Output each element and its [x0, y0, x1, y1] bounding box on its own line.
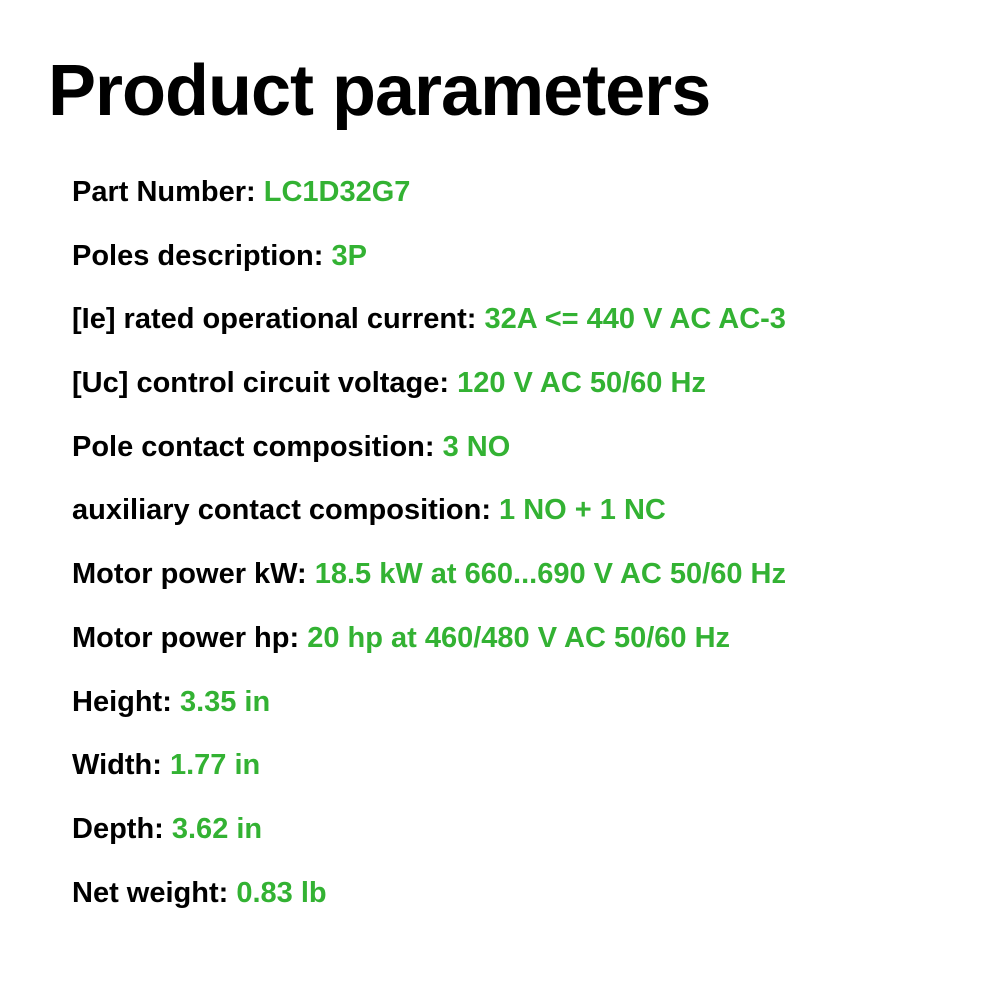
- param-row: Width: 1.77 in: [72, 747, 952, 785]
- param-label: Part Number:: [72, 176, 264, 208]
- param-label: [Ie] rated operational current:: [72, 303, 485, 335]
- param-value: 18.5 kW at 660...690 V AC 50/60 Hz: [315, 558, 786, 590]
- param-row: [Ie] rated operational current: 32A <= 4…: [72, 301, 952, 339]
- param-label: Motor power kW:: [72, 558, 315, 590]
- param-value: 1 NO + 1 NC: [499, 494, 666, 526]
- param-value: 1.77 in: [170, 749, 260, 781]
- param-row: Depth: 3.62 in: [72, 811, 952, 849]
- param-value: 3P: [331, 240, 366, 272]
- param-value: 3.35 in: [180, 686, 270, 718]
- param-label: Width:: [72, 749, 170, 781]
- param-label: auxiliary contact composition:: [72, 494, 499, 526]
- param-row: Part Number: LC1D32G7: [72, 174, 952, 212]
- param-row: Motor power hp: 20 hp at 460/480 V AC 50…: [72, 620, 952, 658]
- param-label: [Uc] control circuit voltage:: [72, 367, 457, 399]
- param-label: Net weight:: [72, 877, 236, 909]
- param-value: 32A <= 440 V AC AC-3: [485, 303, 786, 335]
- param-row: Height: 3.35 in: [72, 684, 952, 722]
- param-value: 120 V AC 50/60 Hz: [457, 367, 706, 399]
- param-label: Height:: [72, 686, 180, 718]
- param-row: Motor power kW: 18.5 kW at 660...690 V A…: [72, 556, 952, 594]
- param-row: Pole contact composition: 3 NO: [72, 429, 952, 467]
- param-label: Pole contact composition:: [72, 431, 443, 463]
- param-value: 3.62 in: [172, 813, 262, 845]
- param-label: Depth:: [72, 813, 172, 845]
- param-row: Poles description: 3P: [72, 238, 952, 276]
- param-value: 0.83 lb: [236, 877, 326, 909]
- param-label: Poles description:: [72, 240, 331, 272]
- param-label: Motor power hp:: [72, 622, 307, 654]
- param-row: [Uc] control circuit voltage: 120 V AC 5…: [72, 365, 952, 403]
- param-row: auxiliary contact composition: 1 NO + 1 …: [72, 492, 952, 530]
- param-row: Net weight: 0.83 lb: [72, 875, 952, 913]
- param-value: LC1D32G7: [264, 176, 411, 208]
- parameter-list: Part Number: LC1D32G7 Poles description:…: [48, 174, 952, 912]
- page-title: Product parameters: [48, 50, 952, 132]
- param-value: 20 hp at 460/480 V AC 50/60 Hz: [307, 622, 730, 654]
- param-value: 3 NO: [443, 431, 511, 463]
